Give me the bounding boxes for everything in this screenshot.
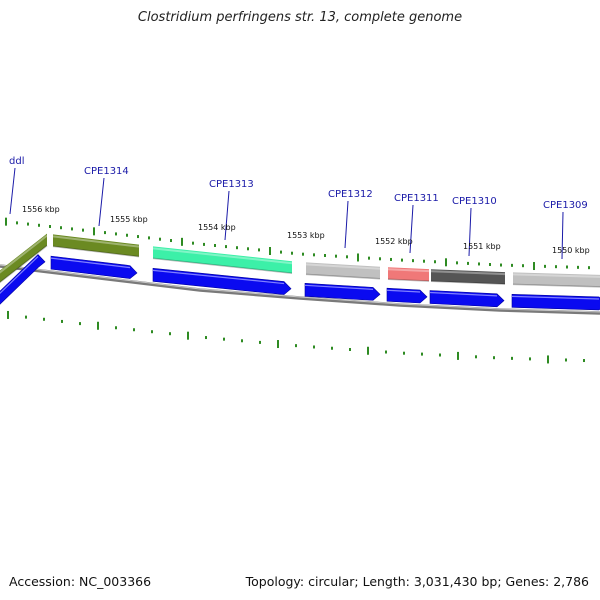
leader-line	[344, 200, 349, 249]
gene-bar-cpe1313	[153, 246, 292, 274]
gene-label-cpe1309: CPE1309	[543, 200, 588, 211]
gene-bar-shadow	[0, 245, 48, 284]
backbone-highlight	[0, 264, 600, 313]
cds-arrows	[0, 254, 600, 311]
gene-label-cpe1311: CPE1311	[394, 193, 439, 204]
leader-line	[98, 177, 105, 227]
gene-bar-cpe1309	[513, 272, 600, 287]
gene-label-cpe1310: CPE1310	[452, 196, 497, 207]
cds-arrow-shine	[429, 291, 498, 297]
cds-arrow	[152, 268, 292, 295]
scale-ticks	[5, 217, 590, 364]
label-leaders	[9, 167, 564, 260]
cds-arrow-shine	[50, 257, 131, 269]
cds-arrow-shine	[152, 269, 285, 285]
gene-bar-cpe1312	[306, 262, 380, 279]
gene-bar-cpe1310	[431, 269, 505, 285]
gene-bar-shadow	[305, 273, 381, 280]
gene-label-cpe1312: CPE1312	[328, 189, 373, 200]
genome-summary-text: Topology: circular; Length: 3,031,430 bp…	[245, 574, 589, 589]
gene-bar-shine	[430, 270, 506, 276]
gene-bar-ddl	[0, 233, 47, 283]
accession-text: Accession: NC_003366	[9, 574, 152, 589]
kbp-label: 1551 kbp	[463, 242, 501, 251]
cds-arrow-shine	[511, 295, 600, 300]
cds-arrow	[0, 254, 46, 305]
leader-line	[409, 204, 414, 254]
gene-label-cpe1313: CPE1313	[209, 179, 254, 190]
backbone-line	[0, 264, 600, 315]
genome-backbone	[0, 264, 600, 315]
gene-features	[0, 233, 600, 288]
cds-arrow-shine	[304, 284, 374, 290]
gene-bar-shadow	[387, 278, 430, 282]
gene-bar-shadow	[430, 280, 506, 285]
kbp-label: 1552 kbp	[375, 237, 413, 246]
gene-label-ddl: ddl	[9, 156, 24, 167]
kbp-label: 1553 kbp	[287, 231, 325, 240]
gene-bar-shine	[387, 268, 430, 273]
cds-arrow	[304, 282, 381, 301]
leader-line	[224, 190, 230, 241]
gene-label-cpe1314: CPE1314	[84, 166, 129, 177]
leader-line	[468, 207, 472, 257]
cds-arrow	[50, 255, 138, 279]
cds-arrow-shine	[386, 289, 421, 293]
labels: 1556 kbp 1555 kbp 1554 kbp 1553 kbp 1552 kbp…	[9, 156, 590, 255]
map-title: Clostridium perfringens str. 13, complet…	[137, 10, 463, 25]
gene-bar-shadow	[52, 245, 140, 258]
kbp-label: 1555 kbp	[110, 215, 148, 224]
cds-arrow-shine	[0, 256, 39, 295]
gene-bar-shine	[305, 263, 381, 270]
gene-bar-shadow	[152, 257, 293, 274]
kbp-label: 1550 kbp	[552, 246, 590, 255]
gene-bar-shine	[152, 247, 293, 265]
gene-bar-shine	[52, 235, 140, 248]
kbp-label: 1556 kbp	[22, 205, 60, 214]
cds-arrow	[429, 290, 505, 308]
gene-bar-shine	[512, 273, 600, 278]
leader-line	[9, 167, 16, 215]
gene-bar-cpe1314	[53, 234, 139, 257]
leader-line	[561, 211, 564, 260]
gene-bar-shadow	[512, 283, 600, 288]
kbp-label: 1554 kbp	[198, 223, 236, 232]
gene-bar-shine	[0, 234, 48, 274]
gene-bar-cpe1311	[388, 267, 429, 282]
